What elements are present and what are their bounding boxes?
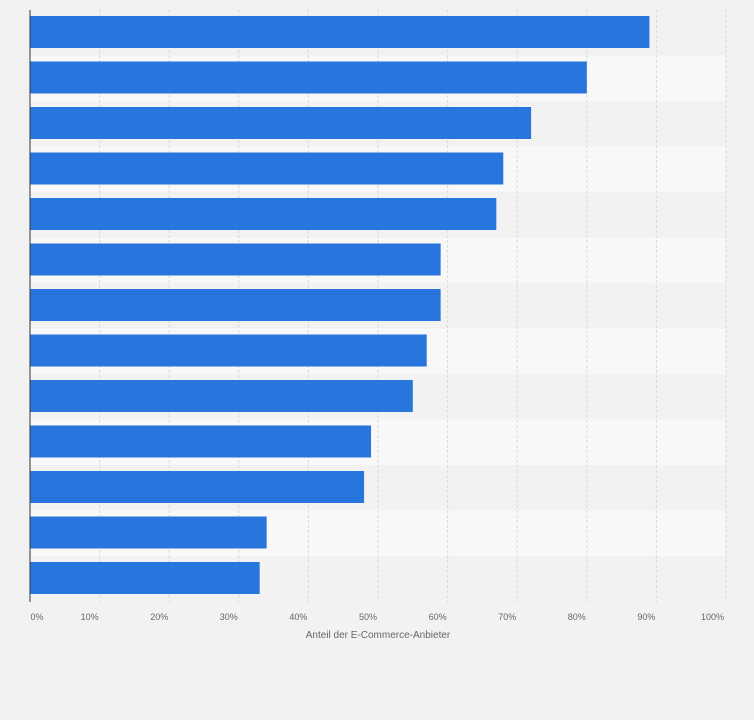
bar xyxy=(30,61,587,94)
x-tick-labels: 0% 10% 20% 30% 40% 50% 60% 70% 80% 90% 100% xyxy=(30,612,724,622)
bar xyxy=(30,516,267,549)
x-tick-label: 70% xyxy=(498,612,516,622)
x-tick-label: 90% xyxy=(637,612,655,622)
bar xyxy=(30,562,260,594)
bar xyxy=(30,16,650,48)
bar xyxy=(30,152,504,185)
x-tick-label: 100% xyxy=(701,612,724,622)
bar xyxy=(30,380,413,412)
x-tick-label: 10% xyxy=(81,612,99,622)
bar xyxy=(30,198,497,230)
bar xyxy=(30,471,365,503)
x-tick-label: 60% xyxy=(429,612,447,622)
x-tick-label: 50% xyxy=(359,612,377,622)
x-tick-label: 80% xyxy=(568,612,586,622)
bar xyxy=(30,425,372,458)
x-tick-label: 20% xyxy=(150,612,168,622)
bar xyxy=(30,243,441,276)
x-tick-label: 30% xyxy=(220,612,238,622)
bars xyxy=(30,16,650,594)
x-tick-label: 0% xyxy=(30,612,43,622)
bar xyxy=(30,334,427,367)
bar xyxy=(30,289,441,321)
bar xyxy=(30,107,532,139)
x-axis-title: Anteil der E-Commerce-Anbieter xyxy=(306,630,451,641)
x-tick-label: 40% xyxy=(289,612,307,622)
